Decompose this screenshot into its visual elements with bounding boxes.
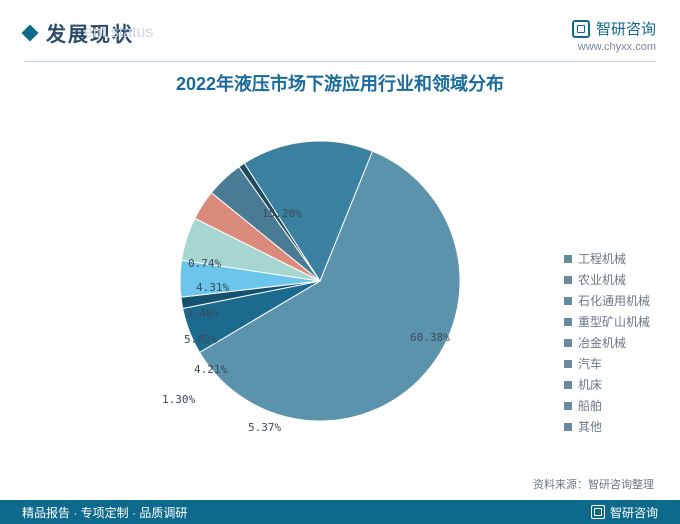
legend-label: 石化通用机械	[578, 292, 650, 309]
section-title-en: ent status	[84, 24, 153, 42]
legend-item: 工程机械	[564, 250, 650, 267]
legend-item: 机床	[564, 376, 650, 393]
brand-name: 智研咨询	[596, 18, 656, 39]
brand-block: 智研咨询	[572, 18, 656, 39]
footer-right: 智研咨询	[591, 504, 658, 521]
header: 发展现状 ent status 智研咨询 www.chyxx.com	[0, 0, 680, 61]
header-divider	[24, 61, 656, 62]
chart-area: 60.38%5.37%1.30%4.21%5.02%3.48%4.31%0.74…	[0, 106, 680, 456]
legend-swatch-icon	[564, 318, 572, 326]
legend-item: 其他	[564, 418, 650, 435]
header-left: 发展现状 ent status	[24, 18, 153, 47]
legend-swatch-icon	[564, 276, 572, 284]
header-right: 智研咨询 www.chyxx.com	[572, 18, 656, 53]
legend-label: 汽车	[578, 355, 602, 372]
legend-item: 农业机械	[564, 271, 650, 288]
legend-label: 重型矿山机械	[578, 313, 650, 330]
chart-title: 2022年液压市场下游应用行业和领域分布	[0, 70, 680, 96]
legend-swatch-icon	[564, 339, 572, 347]
footer-brand-name: 智研咨询	[610, 504, 658, 521]
brand-url: www.chyxx.com	[578, 41, 656, 53]
legend-label: 农业机械	[578, 271, 626, 288]
legend-swatch-icon	[564, 423, 572, 431]
brand-logo-icon	[572, 20, 590, 38]
legend-item: 冶金机械	[564, 334, 650, 351]
footer-left-text: 精品报告 · 专项定制 · 品质调研	[22, 504, 187, 521]
pie-chart	[170, 131, 470, 431]
pie-wrap: 60.38%5.37%1.30%4.21%5.02%3.48%4.31%0.74…	[170, 131, 470, 431]
legend-swatch-icon	[564, 402, 572, 410]
data-source: 资料来源：智研咨询整理	[533, 476, 654, 492]
legend-label: 机床	[578, 376, 602, 393]
legend-swatch-icon	[564, 255, 572, 263]
diamond-icon	[22, 24, 39, 41]
legend-swatch-icon	[564, 297, 572, 305]
legend-label: 冶金机械	[578, 334, 626, 351]
legend-label: 其他	[578, 418, 602, 435]
legend-item: 汽车	[564, 355, 650, 372]
legend: 工程机械农业机械石化通用机械重型矿山机械冶金机械汽车机床船舶其他	[564, 246, 650, 439]
footer-brand-icon	[591, 505, 605, 519]
footer-bar: 精品报告 · 专项定制 · 品质调研 智研咨询	[0, 500, 680, 524]
legend-swatch-icon	[564, 360, 572, 368]
legend-item: 船舶	[564, 397, 650, 414]
legend-label: 船舶	[578, 397, 602, 414]
legend-swatch-icon	[564, 381, 572, 389]
legend-item: 石化通用机械	[564, 292, 650, 309]
legend-label: 工程机械	[578, 250, 626, 267]
legend-item: 重型矿山机械	[564, 313, 650, 330]
